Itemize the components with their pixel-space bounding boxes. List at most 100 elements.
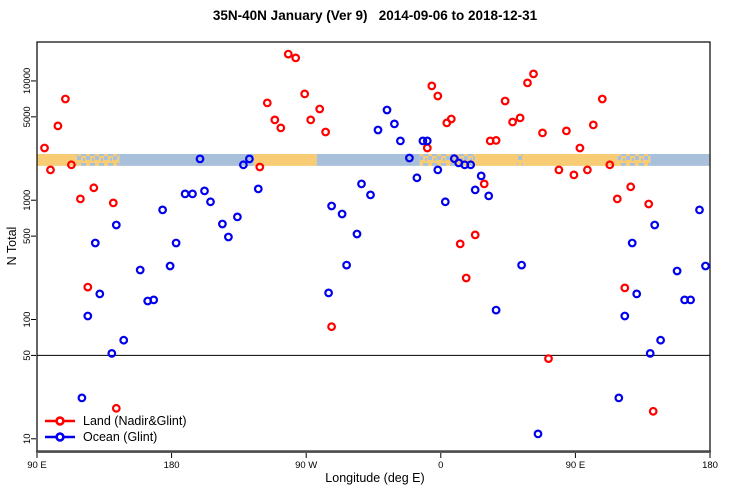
data-points-ocean bbox=[77, 105, 710, 439]
data-point bbox=[470, 185, 480, 195]
data-point bbox=[562, 126, 571, 136]
data-points-land bbox=[40, 49, 658, 416]
data-point bbox=[418, 136, 428, 146]
data-point bbox=[650, 220, 660, 230]
data-point bbox=[645, 349, 655, 358]
data-point bbox=[476, 171, 486, 181]
data-point bbox=[195, 154, 205, 164]
plot-border bbox=[36, 41, 711, 452]
data-point bbox=[656, 335, 665, 345]
data-point bbox=[357, 179, 366, 189]
data-point bbox=[588, 120, 598, 130]
data-point bbox=[412, 173, 422, 183]
data-point bbox=[373, 125, 383, 135]
data-point bbox=[46, 165, 55, 175]
svg-text:500: 500 bbox=[22, 228, 33, 244]
legend-key-land-icon bbox=[45, 415, 75, 426]
data-point bbox=[165, 261, 175, 271]
data-point bbox=[75, 194, 85, 204]
data-point bbox=[427, 81, 437, 91]
data-point bbox=[337, 209, 347, 219]
data-point bbox=[396, 136, 405, 146]
data-point bbox=[180, 189, 190, 199]
data-point bbox=[158, 205, 168, 215]
data-point bbox=[620, 311, 630, 321]
data-point bbox=[111, 220, 121, 230]
data-point bbox=[626, 182, 636, 192]
data-point bbox=[119, 335, 129, 345]
data-point bbox=[620, 283, 630, 293]
svg-text:180: 180 bbox=[702, 460, 718, 471]
data-point bbox=[433, 165, 443, 175]
data-point bbox=[569, 170, 579, 180]
data-point bbox=[270, 115, 280, 125]
data-point bbox=[627, 238, 637, 248]
data-point bbox=[206, 197, 215, 207]
data-point bbox=[171, 238, 181, 248]
data-point bbox=[283, 49, 293, 59]
data-point bbox=[217, 219, 227, 229]
data-point bbox=[612, 194, 622, 204]
data-point bbox=[306, 115, 316, 125]
data-point bbox=[300, 89, 310, 99]
data-point bbox=[466, 160, 476, 170]
data-point bbox=[500, 96, 510, 106]
svg-text:90 E: 90 E bbox=[566, 460, 586, 471]
chart-title: 35N-40N January (Ver 9) 2014-09-06 to 20… bbox=[212, 8, 538, 23]
data-point bbox=[605, 160, 615, 170]
data-point bbox=[515, 113, 525, 123]
data-point bbox=[544, 354, 553, 364]
svg-text:180: 180 bbox=[164, 460, 180, 471]
data-point bbox=[644, 199, 654, 209]
data-point bbox=[701, 261, 710, 271]
legend-label-land: Land (Nadir&Glint) bbox=[83, 413, 187, 428]
data-point bbox=[232, 212, 242, 222]
data-point bbox=[324, 288, 334, 298]
data-point bbox=[352, 229, 362, 239]
legend-item-ocean: Ocean (Glint) bbox=[44, 429, 187, 444]
data-point bbox=[554, 165, 564, 175]
legend-key-ocean-icon bbox=[45, 431, 75, 442]
svg-text:100: 100 bbox=[22, 312, 33, 328]
legend-label-ocean: Ocean (Glint) bbox=[83, 429, 158, 444]
svg-text:1000: 1000 bbox=[22, 190, 33, 211]
data-point bbox=[695, 205, 704, 215]
svg-text:10000: 10000 bbox=[22, 68, 33, 94]
data-point bbox=[470, 230, 480, 240]
surface-strip bbox=[37, 154, 710, 166]
data-point bbox=[508, 117, 517, 127]
data-point bbox=[446, 114, 456, 124]
data-point bbox=[77, 393, 87, 403]
data-point bbox=[253, 184, 263, 194]
data-point bbox=[342, 260, 352, 270]
data-point bbox=[440, 197, 450, 207]
svg-text:5000: 5000 bbox=[22, 106, 33, 127]
data-point bbox=[135, 265, 145, 275]
svg-text:90 E: 90 E bbox=[27, 460, 47, 471]
data-point bbox=[491, 305, 501, 315]
y-axis-title: N Total bbox=[5, 226, 19, 266]
data-point bbox=[517, 260, 526, 270]
data-point bbox=[89, 183, 99, 193]
data-point bbox=[583, 165, 592, 175]
svg-text:90 W: 90 W bbox=[295, 460, 317, 471]
data-point bbox=[40, 143, 49, 153]
data-point bbox=[188, 189, 197, 199]
data-point bbox=[321, 127, 331, 137]
data-point bbox=[686, 295, 695, 305]
legend: Land (Nadir&Glint) Ocean (Glint) bbox=[44, 413, 187, 444]
data-point bbox=[244, 154, 254, 164]
data-point bbox=[479, 179, 489, 189]
data-point bbox=[422, 143, 432, 153]
data-point bbox=[523, 78, 532, 88]
data-point bbox=[315, 104, 325, 114]
data-point bbox=[405, 153, 414, 163]
data-point bbox=[111, 403, 121, 413]
data-point bbox=[597, 94, 607, 104]
data-point bbox=[53, 121, 63, 131]
data-point bbox=[291, 53, 301, 63]
data-point bbox=[255, 162, 265, 172]
data-point bbox=[223, 232, 233, 242]
data-point bbox=[83, 282, 93, 292]
